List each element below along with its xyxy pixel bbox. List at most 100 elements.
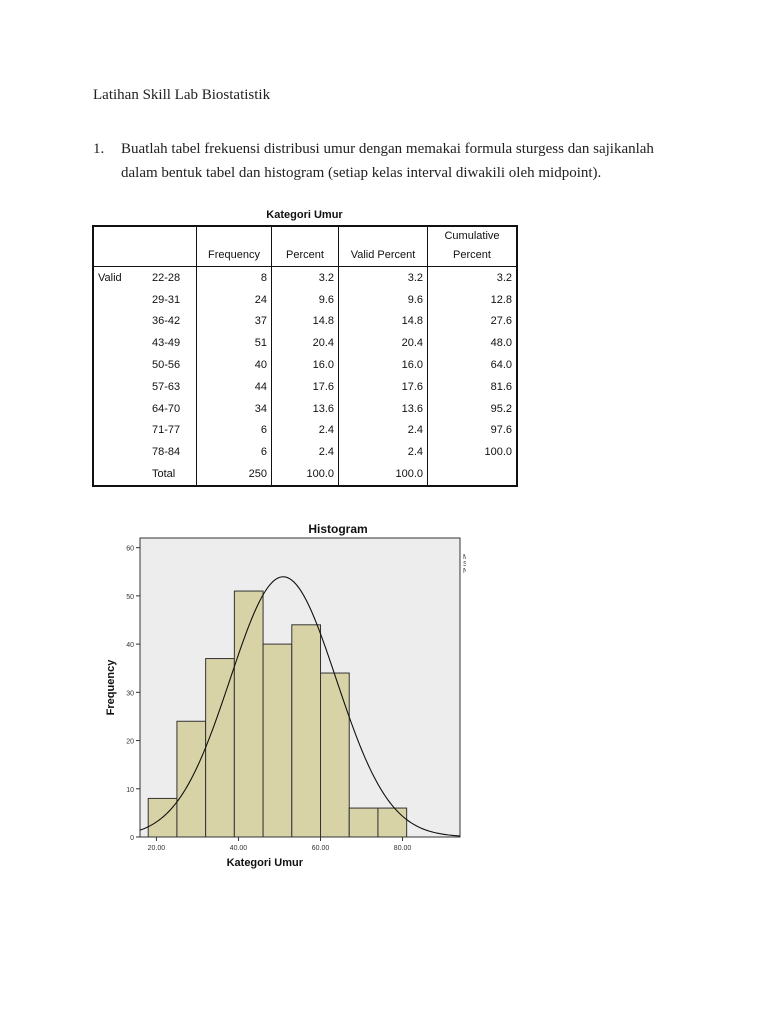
table-title: Kategori Umur bbox=[266, 209, 343, 221]
stats-legend: Mean = 50.90Std. Dev. = 12.937N = 250 bbox=[463, 554, 466, 575]
chart-title: Histogram bbox=[308, 522, 367, 536]
row-valid-percent: 2.4 bbox=[338, 419, 428, 442]
page-title: Latihan Skill Lab Biostatistik bbox=[93, 87, 271, 103]
row-percent: 17.6 bbox=[271, 375, 339, 398]
table-body: Valid 22-28 8 3.2 3.2 3.2 29-31 24 9.6 9.6 12.8 36-… bbox=[93, 266, 517, 486]
row-label: 36-42 bbox=[148, 310, 197, 333]
row-label: 50-56 bbox=[148, 354, 197, 376]
normal-curve bbox=[139, 576, 461, 837]
y-tick-label: 40 bbox=[126, 642, 134, 649]
y-tick-label: 20 bbox=[126, 739, 134, 746]
row-percent: 14.8 bbox=[271, 310, 339, 333]
header-empty-1 bbox=[93, 226, 148, 267]
row-valid-percent: 9.6 bbox=[338, 288, 428, 311]
table-row: 36-42 37 14.8 14.8 27.6 bbox=[93, 310, 517, 333]
row-label: 64-70 bbox=[148, 397, 197, 420]
row-group-label bbox=[93, 398, 148, 420]
histogram-bars bbox=[147, 590, 408, 838]
question-number: 1. bbox=[93, 141, 105, 157]
row-frequency: 40 bbox=[196, 354, 272, 376]
row-label: Total bbox=[148, 463, 197, 486]
table-row: Valid 22-28 8 3.2 3.2 3.2 bbox=[93, 266, 517, 289]
row-frequency: 250 bbox=[196, 463, 272, 486]
table-row: 64-70 34 13.6 13.6 95.2 bbox=[93, 397, 517, 420]
row-percent: 100.0 bbox=[271, 463, 339, 486]
header-cumulative-line2: Percent bbox=[453, 249, 491, 261]
stats-line: Mean = 50.90 bbox=[463, 554, 466, 561]
row-percent: 20.4 bbox=[271, 332, 339, 355]
table-header-row: Frequency Percent Valid Percent Cumulati… bbox=[93, 226, 517, 267]
row-cumulative-percent: 95.2 bbox=[490, 402, 512, 415]
x-axis-label: Kategori Umur bbox=[227, 857, 304, 869]
row-cumulative-percent: 97.6 bbox=[490, 424, 512, 437]
row-cumulative-percent: 27.6 bbox=[490, 315, 512, 328]
x-tick-label: 60.00 bbox=[312, 845, 330, 852]
y-tick-label: 10 bbox=[126, 787, 134, 794]
row-percent: 13.6 bbox=[271, 397, 339, 420]
question-text: Buatlah tabel frekuensi distribusi umur … bbox=[121, 141, 654, 181]
row-group-label bbox=[93, 420, 148, 442]
row-cumulative-percent: 64.0 bbox=[490, 359, 512, 372]
header-empty-2 bbox=[148, 226, 197, 267]
row-group-label bbox=[93, 354, 148, 376]
row-frequency: 37 bbox=[196, 310, 272, 333]
row-frequency: 6 bbox=[196, 419, 272, 442]
header-valid-percent: Valid Percent bbox=[338, 226, 428, 267]
header-cumulative-line1: Cumulative bbox=[444, 230, 500, 242]
y-axis-label: Frequency bbox=[105, 659, 117, 716]
histogram-bar bbox=[348, 807, 379, 838]
histogram-bar bbox=[262, 643, 293, 838]
row-cumulative-percent: 12.8 bbox=[490, 293, 512, 306]
row-cumulative-percent: 100.0 bbox=[484, 446, 512, 459]
x-tick-label: 40.00 bbox=[230, 845, 248, 852]
row-frequency: 51 bbox=[196, 332, 272, 355]
row-valid-percent: 3.2 bbox=[338, 266, 428, 289]
row-group-label: Valid bbox=[98, 271, 122, 284]
histogram-bar bbox=[320, 672, 350, 838]
header-frequency: Frequency bbox=[196, 226, 272, 267]
row-frequency: 24 bbox=[196, 288, 272, 311]
histogram-bar bbox=[291, 624, 322, 838]
table-row: 78-84 6 2.4 2.4 100.0 bbox=[93, 441, 517, 464]
header-cumulative-percent: Cumulative Percent bbox=[427, 226, 517, 267]
frequency-table: Frequency Percent Valid Percent Cumulati… bbox=[92, 225, 518, 487]
x-tick-label: 80.00 bbox=[394, 845, 412, 852]
table-row: 50-56 40 16.0 16.0 64.0 bbox=[93, 354, 517, 376]
row-valid-percent: 100.0 bbox=[338, 463, 428, 486]
histogram-bar bbox=[205, 658, 235, 838]
table-row: 57-63 44 17.6 17.6 81.6 bbox=[93, 375, 517, 398]
row-cumulative-percent: 48.0 bbox=[490, 337, 512, 350]
row-group-label bbox=[93, 311, 148, 333]
row-cumulative-percent: 81.6 bbox=[490, 380, 512, 393]
row-frequency: 6 bbox=[196, 441, 272, 464]
row-percent: 2.4 bbox=[271, 419, 339, 442]
row-label: 29-31 bbox=[148, 288, 197, 311]
histogram-chart: Histogram 0 10 20 30 40 50 60 20.00 40.00 60.00 8… bbox=[105, 522, 466, 869]
stats-line: Std. Dev. = 12.937 bbox=[463, 561, 466, 568]
row-cumulative-percent bbox=[428, 463, 518, 486]
row-percent: 16.0 bbox=[271, 354, 339, 376]
table-row: 29-31 24 9.6 9.6 12.8 bbox=[93, 288, 517, 311]
row-valid-percent: 16.0 bbox=[338, 354, 428, 376]
y-axis: 0 10 20 30 40 50 60 bbox=[126, 546, 140, 842]
row-percent: 2.4 bbox=[271, 441, 339, 464]
table-row: 71-77 6 2.4 2.4 97.6 bbox=[93, 419, 517, 442]
y-tick-label: 0 bbox=[130, 835, 134, 842]
row-group-label bbox=[93, 332, 148, 354]
row-percent: 9.6 bbox=[271, 288, 339, 311]
histogram-bar bbox=[377, 807, 408, 838]
row-frequency: 44 bbox=[196, 375, 272, 398]
row-label: 43-49 bbox=[148, 332, 197, 355]
row-frequency: 34 bbox=[196, 397, 272, 420]
x-tick-label: 20.00 bbox=[148, 845, 166, 852]
row-group-label bbox=[93, 289, 148, 311]
row-group-label bbox=[93, 376, 148, 398]
row-label: 71-77 bbox=[148, 419, 197, 442]
table-row: 43-49 51 20.4 20.4 48.0 bbox=[93, 332, 517, 355]
row-valid-percent: 13.6 bbox=[338, 397, 428, 420]
stats-line: N = 250 bbox=[463, 568, 466, 575]
table-total-row: Total 250 100.0 100.0 bbox=[93, 463, 517, 486]
row-group-label bbox=[93, 441, 148, 463]
row-frequency: 8 bbox=[196, 266, 272, 289]
row-valid-percent: 14.8 bbox=[338, 310, 428, 333]
